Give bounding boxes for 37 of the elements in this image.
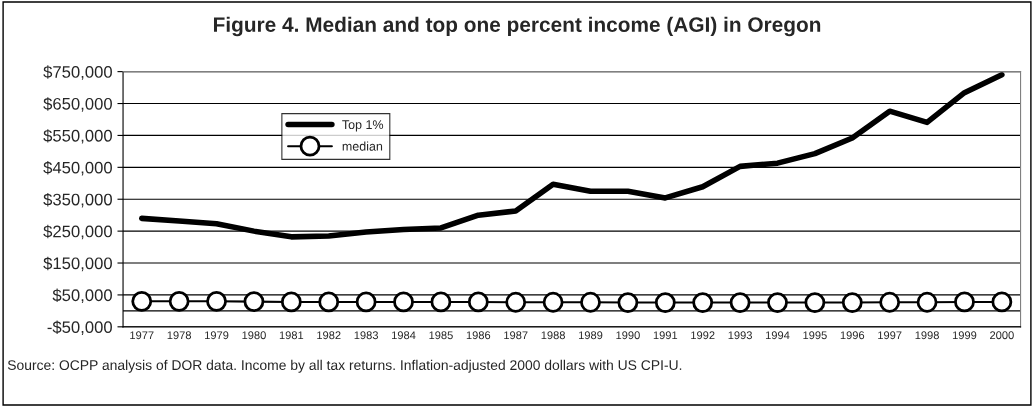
source-note: Source: OCPP analysis of DOR data. Income by all tax returns. Inflation-adjusted 2000 dollars with US CPI-U. xyxy=(7,359,682,373)
x-tick-label: 1977 xyxy=(130,331,154,340)
y-tick-label: $150,000 xyxy=(43,256,112,272)
x-tick-label: 1998 xyxy=(915,331,939,340)
chart-title: Figure 4. Median and top one percent income (AGI) in Oregon xyxy=(213,16,821,37)
y-tick-label: -$50,000 xyxy=(47,320,112,335)
x-tick-label: 1997 xyxy=(878,331,902,340)
x-tick-label: 1980 xyxy=(242,331,266,340)
x-tick-label: 1990 xyxy=(616,331,640,340)
x-tick-label: 1996 xyxy=(840,331,865,340)
legend-label: median xyxy=(342,141,383,151)
y-tick-label: $250,000 xyxy=(43,224,112,240)
x-tick-label: 1995 xyxy=(803,331,827,340)
y-tick-label: $50,000 xyxy=(52,288,112,304)
x-tick-label: 1981 xyxy=(279,331,304,340)
x-tick-label: 2000 xyxy=(990,331,1014,340)
x-tick-label: 1988 xyxy=(541,331,565,340)
x-tick-label: 1979 xyxy=(205,331,229,340)
legend-label: Top 1% xyxy=(342,120,384,132)
y-tick-label: $550,000 xyxy=(43,129,112,144)
x-tick-label: 1999 xyxy=(952,331,977,340)
y-tick-label: $750,000 xyxy=(43,65,112,80)
x-tick-label: 1993 xyxy=(728,331,752,340)
x-tick-label: 1983 xyxy=(354,331,378,340)
x-tick-label: 1992 xyxy=(691,331,715,340)
x-tick-label: 1985 xyxy=(429,331,453,340)
x-tick-label: 1989 xyxy=(578,331,603,340)
y-tick-label: $650,000 xyxy=(43,97,112,112)
x-tick-label: 1991 xyxy=(653,331,678,340)
x-tick-label: 1994 xyxy=(765,331,790,340)
x-tick-label: 1987 xyxy=(504,331,528,340)
x-tick-label: 1986 xyxy=(466,331,491,340)
y-tick-label: $350,000 xyxy=(43,192,112,208)
y-tick-label: $450,000 xyxy=(43,161,112,176)
x-tick-label: 1984 xyxy=(392,331,416,340)
x-tick-label: 1982 xyxy=(317,331,341,340)
x-tick-label: 1978 xyxy=(167,331,192,340)
